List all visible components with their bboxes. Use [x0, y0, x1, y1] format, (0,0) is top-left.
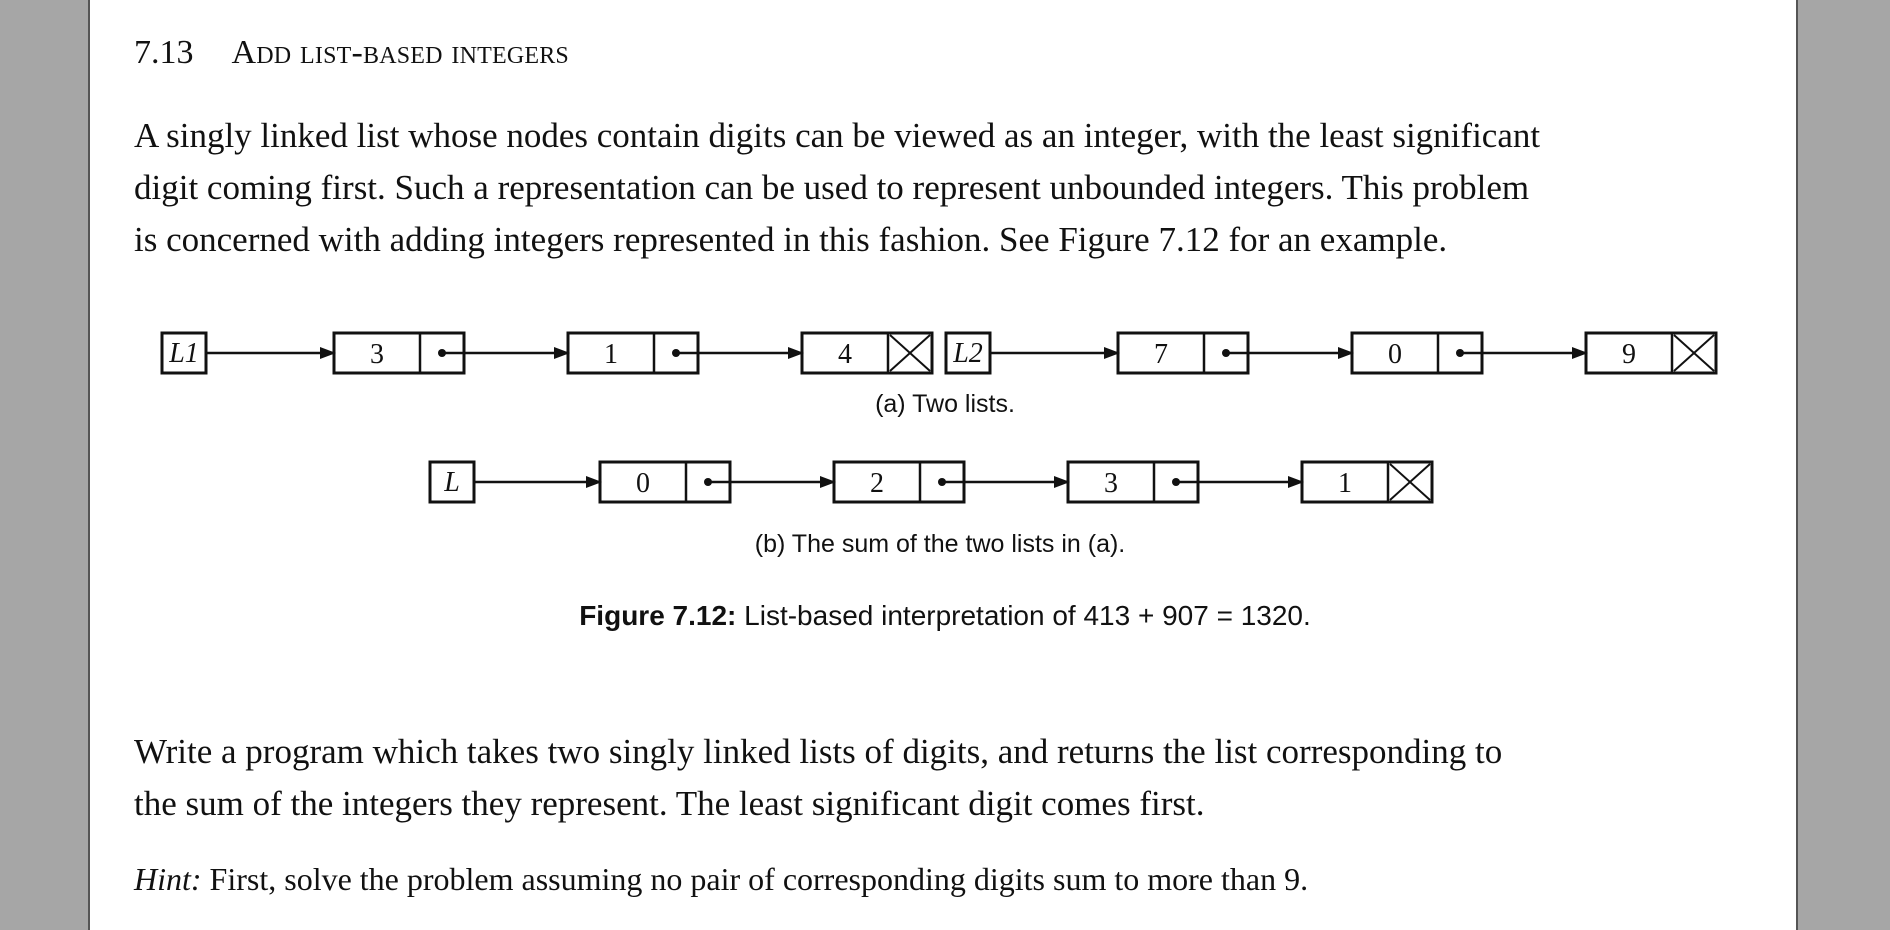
list-sum: L 0 2 3 1	[428, 460, 1434, 504]
node-digit: 2	[870, 468, 884, 499]
node-digit: 1	[604, 339, 618, 370]
node-digit: 9	[1622, 339, 1636, 370]
list-head-label: L	[443, 467, 460, 498]
subcaption-b: (b) The sum of the two lists in (a).	[755, 530, 1126, 558]
hint-text: First, solve the problem assuming no pai…	[201, 861, 1309, 897]
node-digit: 3	[370, 339, 384, 370]
task-line: Write a program which takes two singly l…	[134, 732, 1503, 771]
list-head-label: L1	[168, 338, 199, 369]
list-l1: L1 3 1 4	[160, 331, 934, 375]
node-digit: 0	[636, 468, 650, 499]
intro-line: digit coming first. Such a representatio…	[134, 168, 1530, 207]
figure-caption-label: Figure 7.12:	[579, 600, 737, 631]
list-head-label: L2	[952, 338, 983, 369]
hint-label: Hint:	[134, 861, 202, 897]
null-pointer-icon	[889, 334, 931, 372]
section-title: Add list-based integers	[231, 34, 569, 71]
task-line: the sum of the integers they represent. …	[134, 784, 1205, 823]
figure-caption-text: List-based interpretation of 413 + 907 =…	[736, 600, 1311, 631]
node-digit: 7	[1154, 339, 1168, 370]
node-digit: 4	[838, 339, 852, 370]
intro-paragraph: A singly linked list whose nodes contain…	[134, 110, 1540, 266]
task-paragraph: Write a program which takes two singly l…	[134, 726, 1502, 830]
linked-list-figure: L1 3 1 4 L2 7	[160, 331, 1718, 558]
hint-paragraph: Hint: First, solve the problem assuming …	[134, 861, 1308, 898]
node-digit: 1	[1338, 468, 1352, 499]
null-pointer-icon	[1389, 463, 1431, 501]
subcaption-a: (a) Two lists.	[875, 390, 1015, 418]
list-node	[800, 331, 934, 375]
list-node	[1584, 331, 1718, 375]
node-digit: 3	[1104, 468, 1118, 499]
intro-line: is concerned with adding integers repres…	[134, 220, 1448, 259]
list-node	[1300, 460, 1434, 504]
figure-caption: Figure 7.12: List-based interpretation o…	[90, 600, 1800, 632]
list-l2: L2 7 0 9	[944, 331, 1718, 375]
document-page: 7.13 Add list-based integers A singly lin…	[88, 0, 1798, 930]
section-heading: 7.13 Add list-based integers	[134, 34, 569, 72]
node-digit: 0	[1388, 339, 1402, 370]
section-number: 7.13	[134, 34, 194, 71]
null-pointer-icon	[1673, 334, 1715, 372]
intro-line: A singly linked list whose nodes contain…	[134, 116, 1541, 155]
